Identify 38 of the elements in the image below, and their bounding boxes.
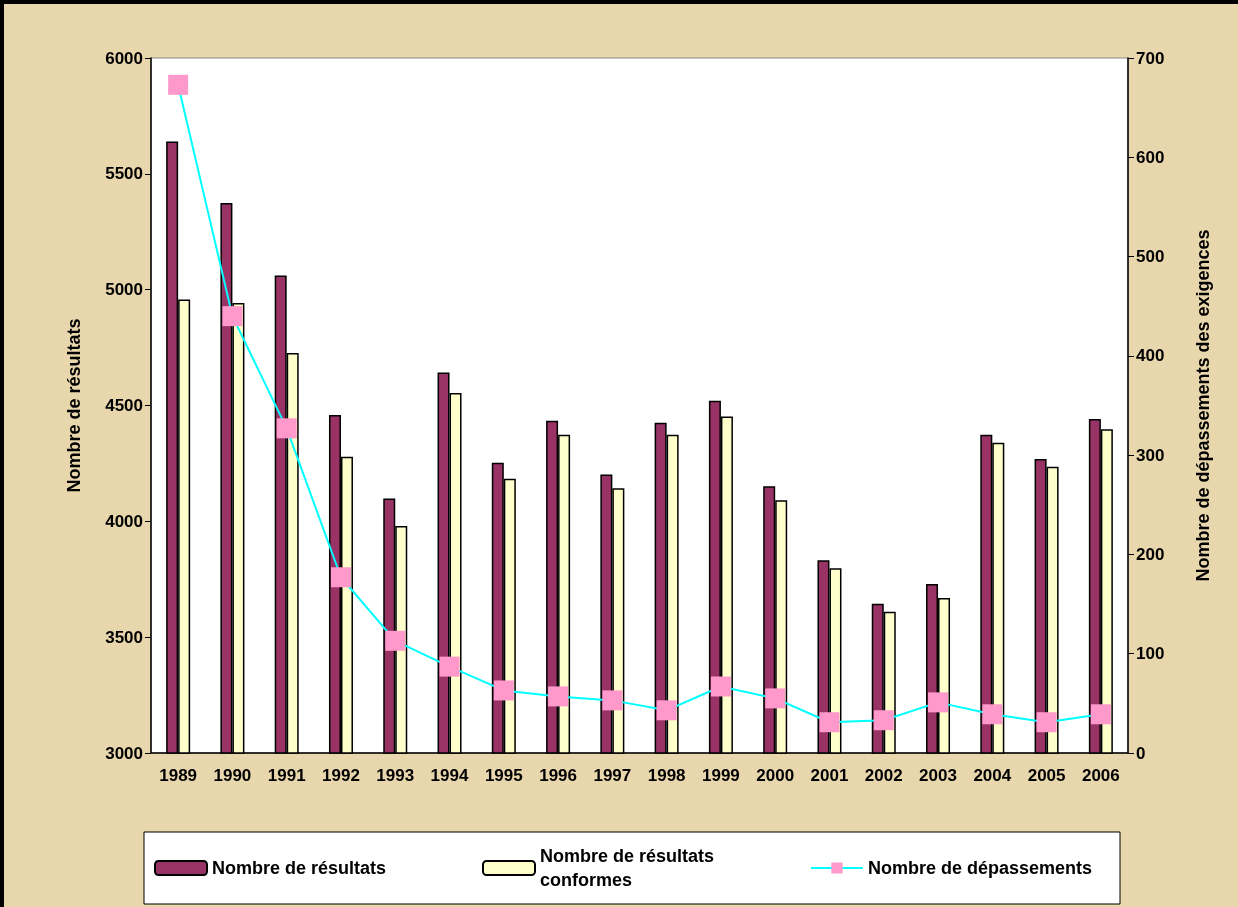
y-tick-label: 4500 xyxy=(105,396,143,415)
x-tick-label: 1989 xyxy=(159,766,198,785)
y-tick-label: 5500 xyxy=(105,164,143,184)
y2-tick-label: 500 xyxy=(1136,247,1165,267)
y-axis-title: Nombre de résultats xyxy=(64,318,84,493)
x-tick-label: 2003 xyxy=(919,766,957,785)
x-tick-label: 1998 xyxy=(647,766,686,785)
x-tick-label: 1992 xyxy=(322,766,360,785)
y2-axis-title: Nombre de dépassements des exigences xyxy=(1193,229,1213,582)
y2-tick-label: 100 xyxy=(1136,644,1165,664)
y2-tick-label: 0 xyxy=(1136,743,1146,763)
y2-tick-label: 600 xyxy=(1136,147,1165,167)
legend-label: Nombre de résultats xyxy=(212,858,387,878)
x-tick-label: 2004 xyxy=(973,766,1012,785)
x-tick-label: 2001 xyxy=(810,766,849,785)
x-tick-label: 1996 xyxy=(539,766,577,785)
y-tick-label: 3000 xyxy=(105,743,143,763)
y-tick-label: 5000 xyxy=(105,280,143,300)
x-tick-label: 1995 xyxy=(484,766,523,785)
y-tick-label: 4000 xyxy=(105,511,143,531)
x-tick-label: 1990 xyxy=(213,766,252,785)
y-tick-label: 3500 xyxy=(105,627,143,647)
y2-tick-label: 300 xyxy=(1136,445,1165,465)
x-tick-label: 1991 xyxy=(267,766,306,785)
x-tick-label: 1994 xyxy=(430,766,469,785)
y2-tick-label: 200 xyxy=(1136,544,1165,564)
x-tick-label: 1993 xyxy=(376,766,415,785)
y-tick-label: 6000 xyxy=(105,48,143,68)
y2-tick-label: 700 xyxy=(1136,48,1165,68)
x-tick-label: 2000 xyxy=(756,766,795,785)
x-tick-label: 2002 xyxy=(864,766,903,785)
x-tick-label: 2005 xyxy=(1027,766,1066,785)
legend-label: Nombre de dépassements xyxy=(868,858,1093,878)
legend-label: Nombre de résultats conformes xyxy=(540,846,720,890)
y2-tick-label: 400 xyxy=(1136,346,1165,366)
x-tick-label: 2006 xyxy=(1081,766,1120,785)
x-tick-label: 1997 xyxy=(593,766,632,785)
x-tick-label: 1999 xyxy=(702,766,740,785)
